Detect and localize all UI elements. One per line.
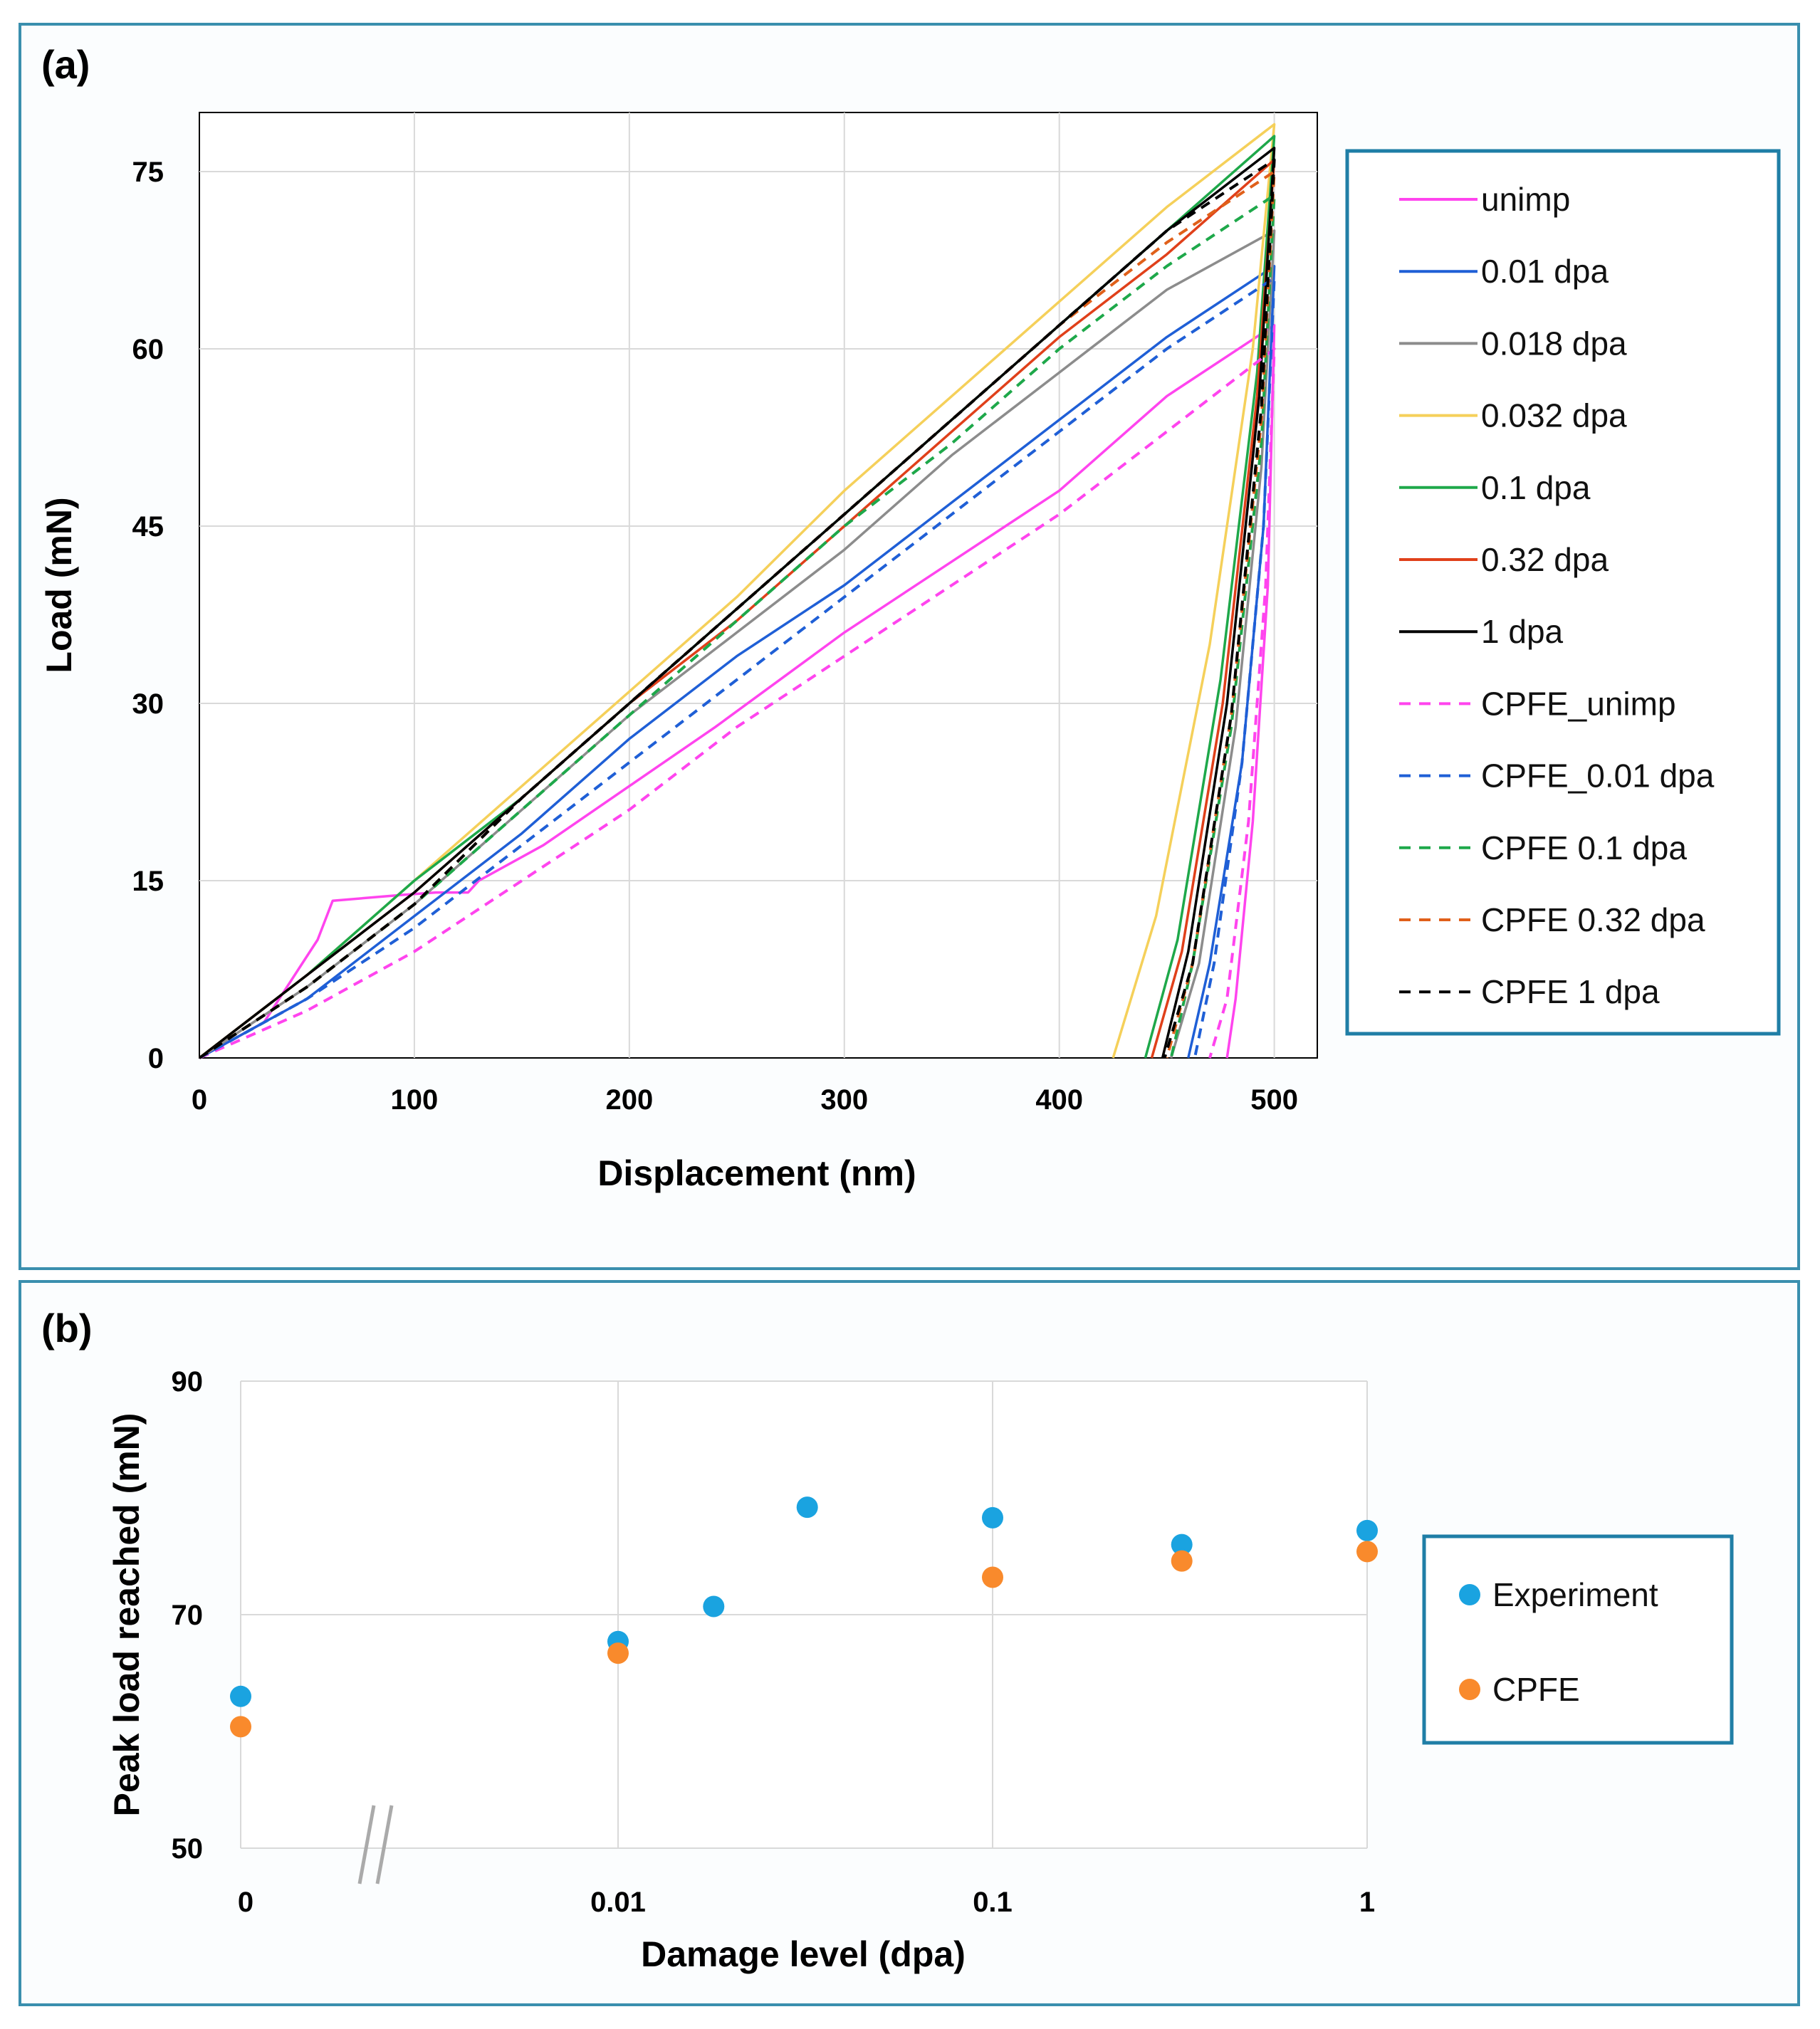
series-line-cpfe-0-01-dpa <box>199 276 1276 1059</box>
legend-label-cpfe-0-01-dpa: CPFE_0.01 dpa <box>1481 757 1715 795</box>
panel-a-y-tick-label: 45 <box>132 511 164 542</box>
panel-a-series <box>198 122 1276 1059</box>
panel-a-y-tick-label: 0 <box>148 1043 164 1074</box>
point-experiment <box>796 1496 818 1519</box>
legend-label-cpfe-0-1-dpa: CPFE 0.1 dpa <box>1481 829 1687 866</box>
panel-b-axis-break <box>357 1805 394 1884</box>
legend-label-0-1-dpa: 0.1 dpa <box>1481 469 1591 506</box>
point-experiment <box>982 1506 1003 1529</box>
panel-b-x-tick-label: 0.1 <box>973 1887 1013 1918</box>
series-line-0-01-dpa <box>199 265 1276 1059</box>
panel-a-x-axis-title: Displacement (nm) <box>597 1153 916 1193</box>
panel-b-plot: 50 70 90 0 0.01 0.1 1 Damage level (dpa) Peak … <box>107 1366 1378 1974</box>
panel-b-y-tick-label: 70 <box>172 1600 204 1631</box>
series-line-0-032-dpa <box>198 122 1276 1059</box>
legend-label-cpfe-0-32-dpa: CPFE 0.32 dpa <box>1481 901 1705 938</box>
panel-a-x-tick-label: 200 <box>605 1084 653 1116</box>
series-line-cpfe-1-dpa <box>198 158 1276 1059</box>
panel-b-ticks: 50 70 90 0 0.01 0.1 1 <box>172 1366 1376 1918</box>
point-experiment <box>1171 1533 1193 1556</box>
panel-b-label: (b) <box>41 1306 93 1351</box>
panel-b-grid <box>240 1380 1368 1849</box>
panel-b-x-tick-label: 1 <box>1359 1887 1375 1918</box>
point-experiment <box>230 1685 251 1707</box>
panel-a-y-axis-title: Load (mN) <box>39 497 79 673</box>
point-cpfe <box>1356 1541 1378 1563</box>
point-cpfe <box>230 1716 251 1738</box>
series-line-1-dpa <box>198 147 1276 1059</box>
panel-b-y-axis-title: Peak load reached (mN) <box>107 1413 147 1817</box>
panel-b-x-tick-label: 0.01 <box>590 1887 646 1918</box>
panel-a-y-tick-label: 15 <box>132 866 164 897</box>
point-cpfe <box>607 1642 629 1664</box>
panel-a-y-tick-label: 30 <box>132 688 164 720</box>
point-cpfe <box>982 1566 1003 1588</box>
panel-a-plot: 0 100 200 300 400 500 0 15 30 45 60 75 Displacement… <box>39 112 1318 1193</box>
legend-marker-experiment <box>1459 1584 1480 1605</box>
point-experiment <box>703 1595 725 1618</box>
panel-a-x-tick-label: 100 <box>391 1084 439 1116</box>
panel-a-legend-box <box>1345 149 1781 1036</box>
panel-b-legend: Experiment CPFE <box>1422 1534 1734 1745</box>
panel-a-label: (a) <box>41 42 90 87</box>
point-experiment <box>1356 1519 1378 1541</box>
panel-a-plot-area <box>199 112 1318 1059</box>
panel-a-x-tick-label: 500 <box>1250 1084 1298 1116</box>
panel-a-legend: unimp 0.01 dpa 0.018 dpa 0.032 dpa 0.1 dpa 0.… <box>1345 149 1781 1036</box>
series-line-cpfe-unimp <box>199 347 1276 1059</box>
series-line-unimp <box>199 324 1276 1059</box>
legend-label-0-32-dpa: 0.32 dpa <box>1481 541 1609 578</box>
panel-b-y-tick-label: 90 <box>172 1366 204 1398</box>
point-cpfe <box>1171 1550 1193 1572</box>
panel-a-y-tick-label: 60 <box>132 334 164 365</box>
panel-b-y-tick-label: 50 <box>172 1833 204 1865</box>
panel-a-y-tick-label: 75 <box>132 157 164 188</box>
series-line-cpfe-0-1-dpa <box>198 194 1276 1059</box>
legend-label-experiment: Experiment <box>1492 1576 1658 1613</box>
panel-a-x-tick-label: 300 <box>820 1084 868 1116</box>
panel-b-x-axis-title: Damage level (dpa) <box>641 1934 966 1974</box>
legend-label-1-dpa: 1 dpa <box>1481 613 1564 650</box>
panel-b-points <box>230 1496 1378 1738</box>
legend-label-cpfe: CPFE <box>1492 1671 1580 1708</box>
panel-a-x-tick-label: 400 <box>1035 1084 1083 1116</box>
legend-label-0-018-dpa: 0.018 dpa <box>1481 325 1627 362</box>
legend-label-0-032-dpa: 0.032 dpa <box>1481 397 1627 434</box>
panel-b-legend-box <box>1422 1534 1734 1745</box>
panel-a-x-tick-label: 0 <box>192 1084 207 1116</box>
legend-label-unimp: unimp <box>1481 181 1570 218</box>
panel-b-x-tick-label: 0 <box>238 1887 253 1918</box>
legend-label-cpfe-1-dpa: CPFE 1 dpa <box>1481 973 1660 1010</box>
panel-a-ticks: 0 100 200 300 400 500 0 15 30 45 60 75 <box>132 157 1298 1116</box>
legend-label-0-01-dpa: 0.01 dpa <box>1481 253 1609 290</box>
legend-label-cpfe-unimp: CPFE_unimp <box>1481 685 1676 722</box>
legend-marker-cpfe <box>1459 1679 1480 1700</box>
